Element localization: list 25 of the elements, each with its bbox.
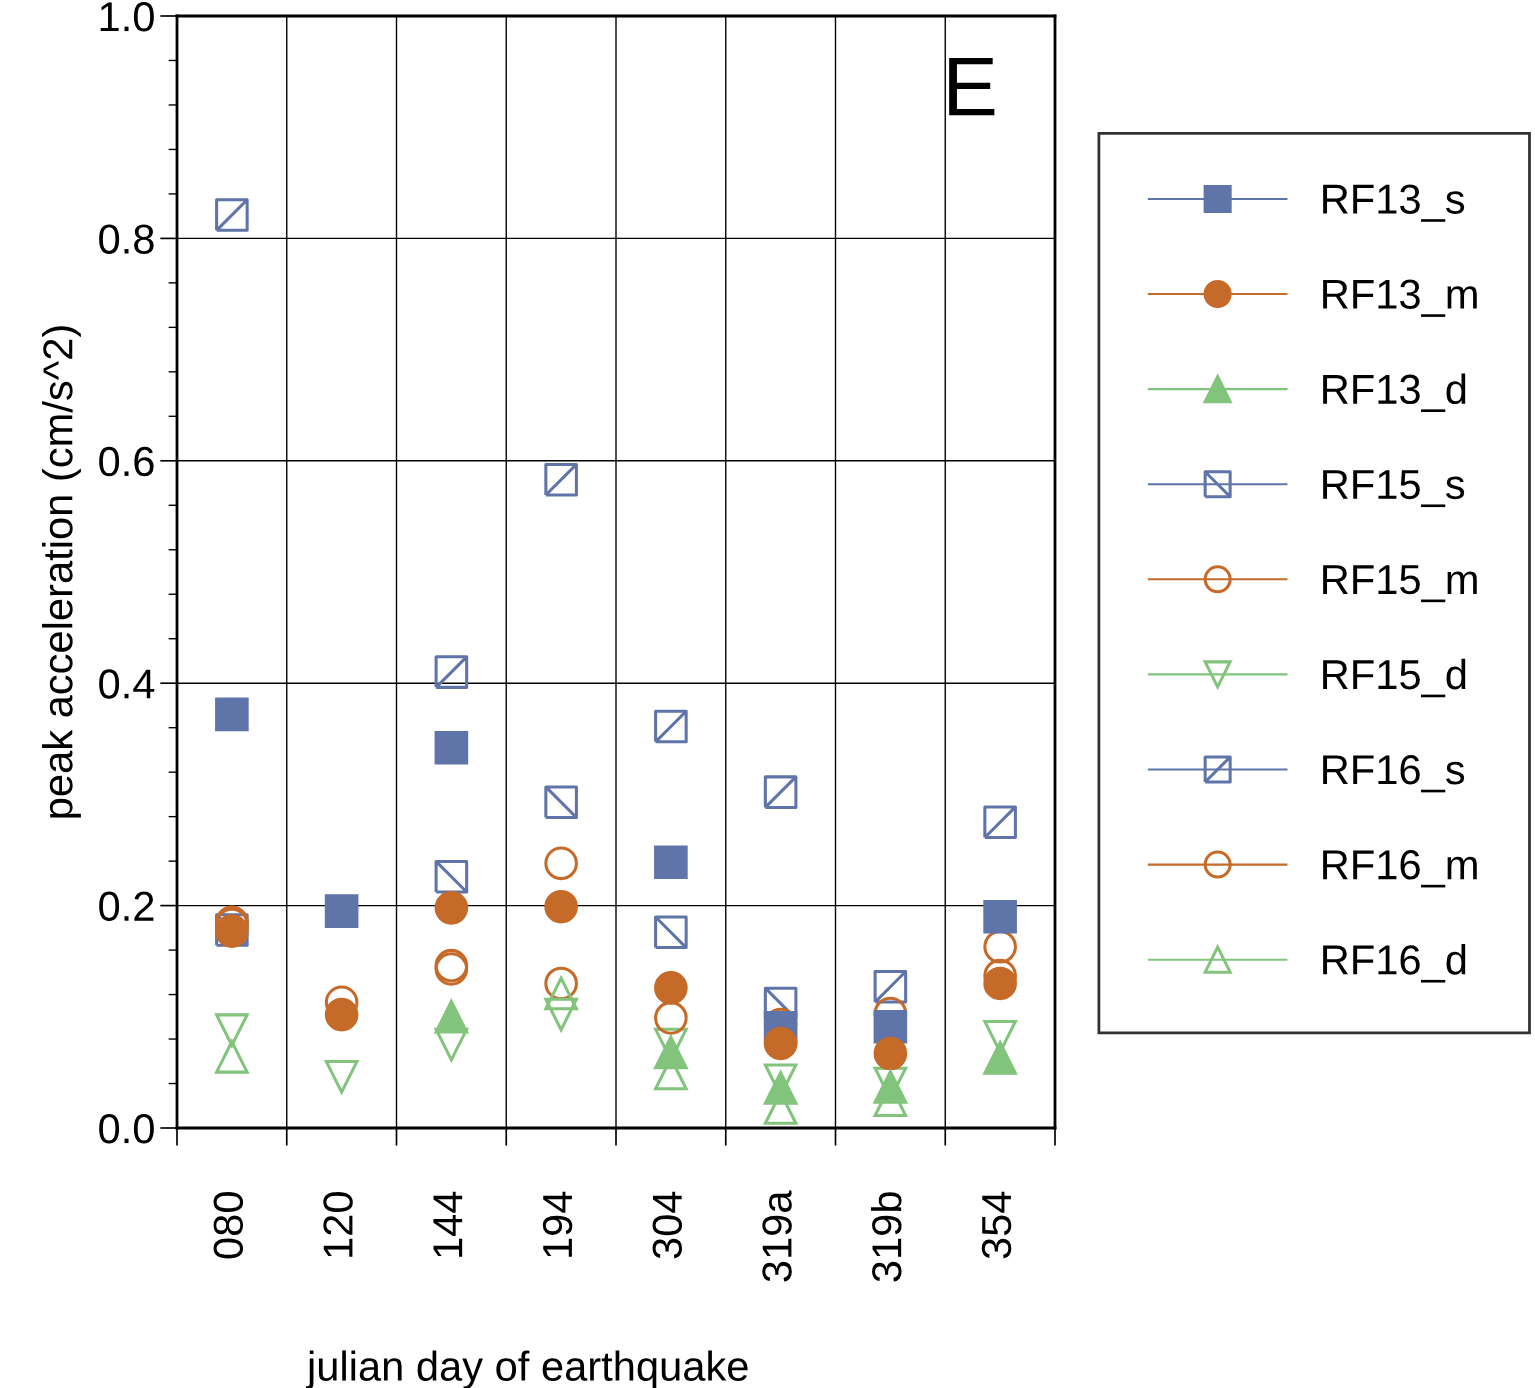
y-tick-label: 0.4	[99, 669, 155, 699]
legend-label: RF15_s	[1323, 470, 1465, 508]
y-tick-label: 0.8	[99, 224, 154, 254]
y-axis-title: peak acceleration (cm/s^2)	[42, 326, 81, 818]
legend-label: RF15_d	[1323, 658, 1466, 698]
x-tick-label: 080	[213, 1192, 244, 1259]
legend-label: RF13_m	[1323, 279, 1477, 317]
y-tick-label: 0.0	[99, 1114, 154, 1144]
y-tick-label: 1.0	[100, 2, 154, 32]
legend-label: RF16_m	[1323, 850, 1477, 888]
x-tick-label: 194	[542, 1191, 573, 1257]
x-tick-label: 319b	[870, 1192, 902, 1282]
legend-label: RF16_s	[1323, 754, 1465, 793]
x-tick-label: 354	[981, 1191, 1012, 1259]
y-tick-label: 0.2	[99, 891, 154, 922]
x-tick-label: 144	[433, 1191, 463, 1257]
legend-label: RF13_s	[1323, 184, 1465, 222]
legend-label: RF15_m	[1323, 565, 1477, 603]
x-tick-label: 304	[652, 1191, 683, 1259]
x-tick-label: 319a	[762, 1190, 792, 1282]
legend-label: RF13_d	[1323, 373, 1466, 412]
x-tick-label: 120	[323, 1192, 353, 1257]
legend-label: RF16_d	[1323, 944, 1466, 983]
annotation: E	[949, 57, 995, 116]
y-tick-label: 0.6	[99, 446, 154, 477]
